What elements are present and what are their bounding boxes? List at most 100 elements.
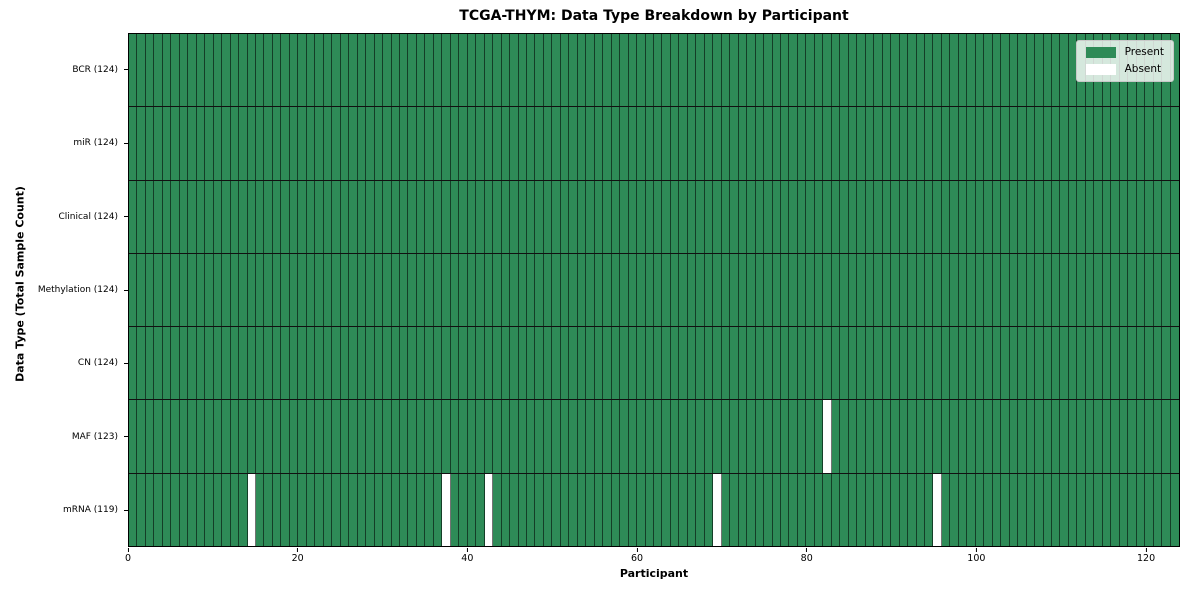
heatmap-cell: [289, 180, 299, 253]
heatmap-cell: [1128, 473, 1137, 546]
heatmap-cell: [298, 473, 307, 546]
heatmap-cell: [256, 473, 265, 546]
heatmap-cell: [230, 180, 240, 253]
heatmap-cell: [569, 180, 578, 253]
heatmap-cell: [162, 473, 172, 546]
heatmap-cell: [247, 34, 257, 107]
heatmap-cell: [933, 107, 942, 180]
heatmap-cell: [510, 180, 519, 253]
heatmap-cell: [1102, 327, 1112, 400]
heatmap-cell: [603, 473, 612, 546]
heatmap-cell: [569, 253, 578, 327]
heatmap-cell: [493, 180, 502, 253]
heatmap-cell: [383, 253, 392, 327]
heatmap-cell: [611, 253, 621, 327]
heatmap-cell: [1136, 253, 1146, 327]
heatmap-cell: [1128, 400, 1137, 473]
heatmap-cell: [941, 400, 951, 473]
heatmap-cell: [797, 253, 807, 327]
heatmap-cell: [662, 400, 671, 473]
heatmap-cell: [984, 253, 993, 327]
heatmap-cell: [577, 107, 587, 180]
heatmap-cell: [1145, 253, 1154, 327]
heatmap-cell: [823, 253, 832, 327]
heatmap-cell: [721, 253, 731, 327]
heatmap-cell: [323, 473, 333, 546]
heatmap-cell: [1145, 327, 1154, 400]
heatmap-cell: [467, 180, 477, 253]
heatmap-cell: [891, 473, 900, 546]
heatmap-cell: [882, 107, 892, 180]
heatmap-cell: [747, 34, 756, 107]
heatmap-cell: [908, 400, 917, 473]
heatmap-cell: [306, 107, 316, 180]
heatmap-cell: [1085, 327, 1095, 400]
heatmap-cell: [916, 180, 925, 253]
heatmap-cell: [239, 253, 248, 327]
heatmap-cell: [797, 473, 807, 546]
heatmap-cell: [670, 327, 680, 400]
x-tick-label: 100: [967, 553, 986, 564]
heatmap-cell: [1077, 473, 1086, 546]
heatmap-cell: [213, 327, 223, 400]
heatmap-cell: [399, 107, 409, 180]
heatmap-cell: [408, 473, 417, 546]
heatmap-cell: [1153, 473, 1163, 546]
heatmap-cell: [298, 253, 307, 327]
heatmap-cell: [1111, 473, 1120, 546]
heatmap-cell: [1060, 107, 1069, 180]
heatmap-cell: [687, 473, 697, 546]
heatmap-cell: [433, 107, 443, 180]
heatmap-cell: [501, 253, 511, 327]
y-tick-label: mRNA (119): [63, 505, 118, 516]
heatmap-cell: [738, 107, 748, 180]
heatmap-cell: [569, 107, 578, 180]
heatmap-cell: [781, 327, 790, 400]
heatmap-cell: [281, 34, 290, 107]
heatmap-cell: [526, 180, 536, 253]
heatmap-cell: [857, 473, 866, 546]
heatmap-cell: [1077, 327, 1086, 400]
heatmap-cell: [747, 400, 756, 473]
y-tick-label: miR (124): [73, 138, 118, 149]
heatmap-cell: [501, 473, 511, 546]
heatmap-cell: [713, 253, 722, 327]
heatmap-cell: [789, 34, 798, 107]
heatmap-cell: [874, 327, 883, 400]
heatmap-cell: [637, 327, 646, 400]
heatmap-cell: [831, 400, 841, 473]
heatmap-cell: [484, 473, 494, 546]
heatmap-cell: [535, 400, 544, 473]
heatmap-cell: [814, 400, 824, 473]
heatmap-cell: [188, 180, 197, 253]
heatmap-cell: [442, 34, 451, 107]
heatmap-cell: [247, 400, 257, 473]
heatmap-cell: [789, 253, 798, 327]
heatmap-cell: [272, 34, 282, 107]
heatmap-cell: [332, 180, 341, 253]
heatmap-cell: [1162, 253, 1171, 327]
heatmap-cell: [1068, 180, 1078, 253]
heatmap-cell: [306, 180, 316, 253]
heatmap-cell: [679, 180, 688, 253]
heatmap-cell: [645, 400, 654, 473]
heatmap-cell: [781, 107, 790, 180]
heatmap-cell: [1111, 180, 1120, 253]
heatmap-cell: [755, 253, 765, 327]
heatmap-cell: [654, 180, 663, 253]
heatmap-cell: [662, 107, 671, 180]
heatmap-cell: [764, 400, 773, 473]
heatmap-cell: [510, 34, 519, 107]
heatmap-cell: [560, 180, 570, 253]
heatmap-cell: [493, 107, 502, 180]
heatmap-cell: [772, 180, 782, 253]
heatmap-cell: [526, 400, 536, 473]
heatmap-cell: [1001, 34, 1010, 107]
heatmap-cell: [391, 34, 400, 107]
heatmap-cell: [984, 400, 993, 473]
heatmap-cell: [670, 253, 680, 327]
heatmap-row-bcr: [129, 34, 1179, 108]
heatmap-cell: [179, 327, 189, 400]
heatmap-cell: [704, 34, 714, 107]
heatmap-cell: [298, 327, 307, 400]
